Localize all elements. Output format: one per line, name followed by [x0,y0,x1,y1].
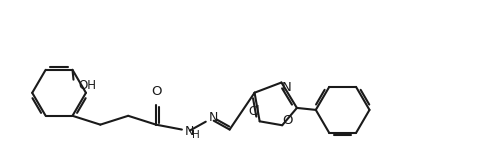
Text: O: O [282,114,292,127]
Text: H: H [192,130,200,140]
Text: N: N [209,111,218,124]
Text: O: O [151,85,161,98]
Text: Cl: Cl [248,105,260,118]
Text: OH: OH [78,79,97,92]
Text: N: N [185,125,194,138]
Text: N: N [282,81,291,94]
